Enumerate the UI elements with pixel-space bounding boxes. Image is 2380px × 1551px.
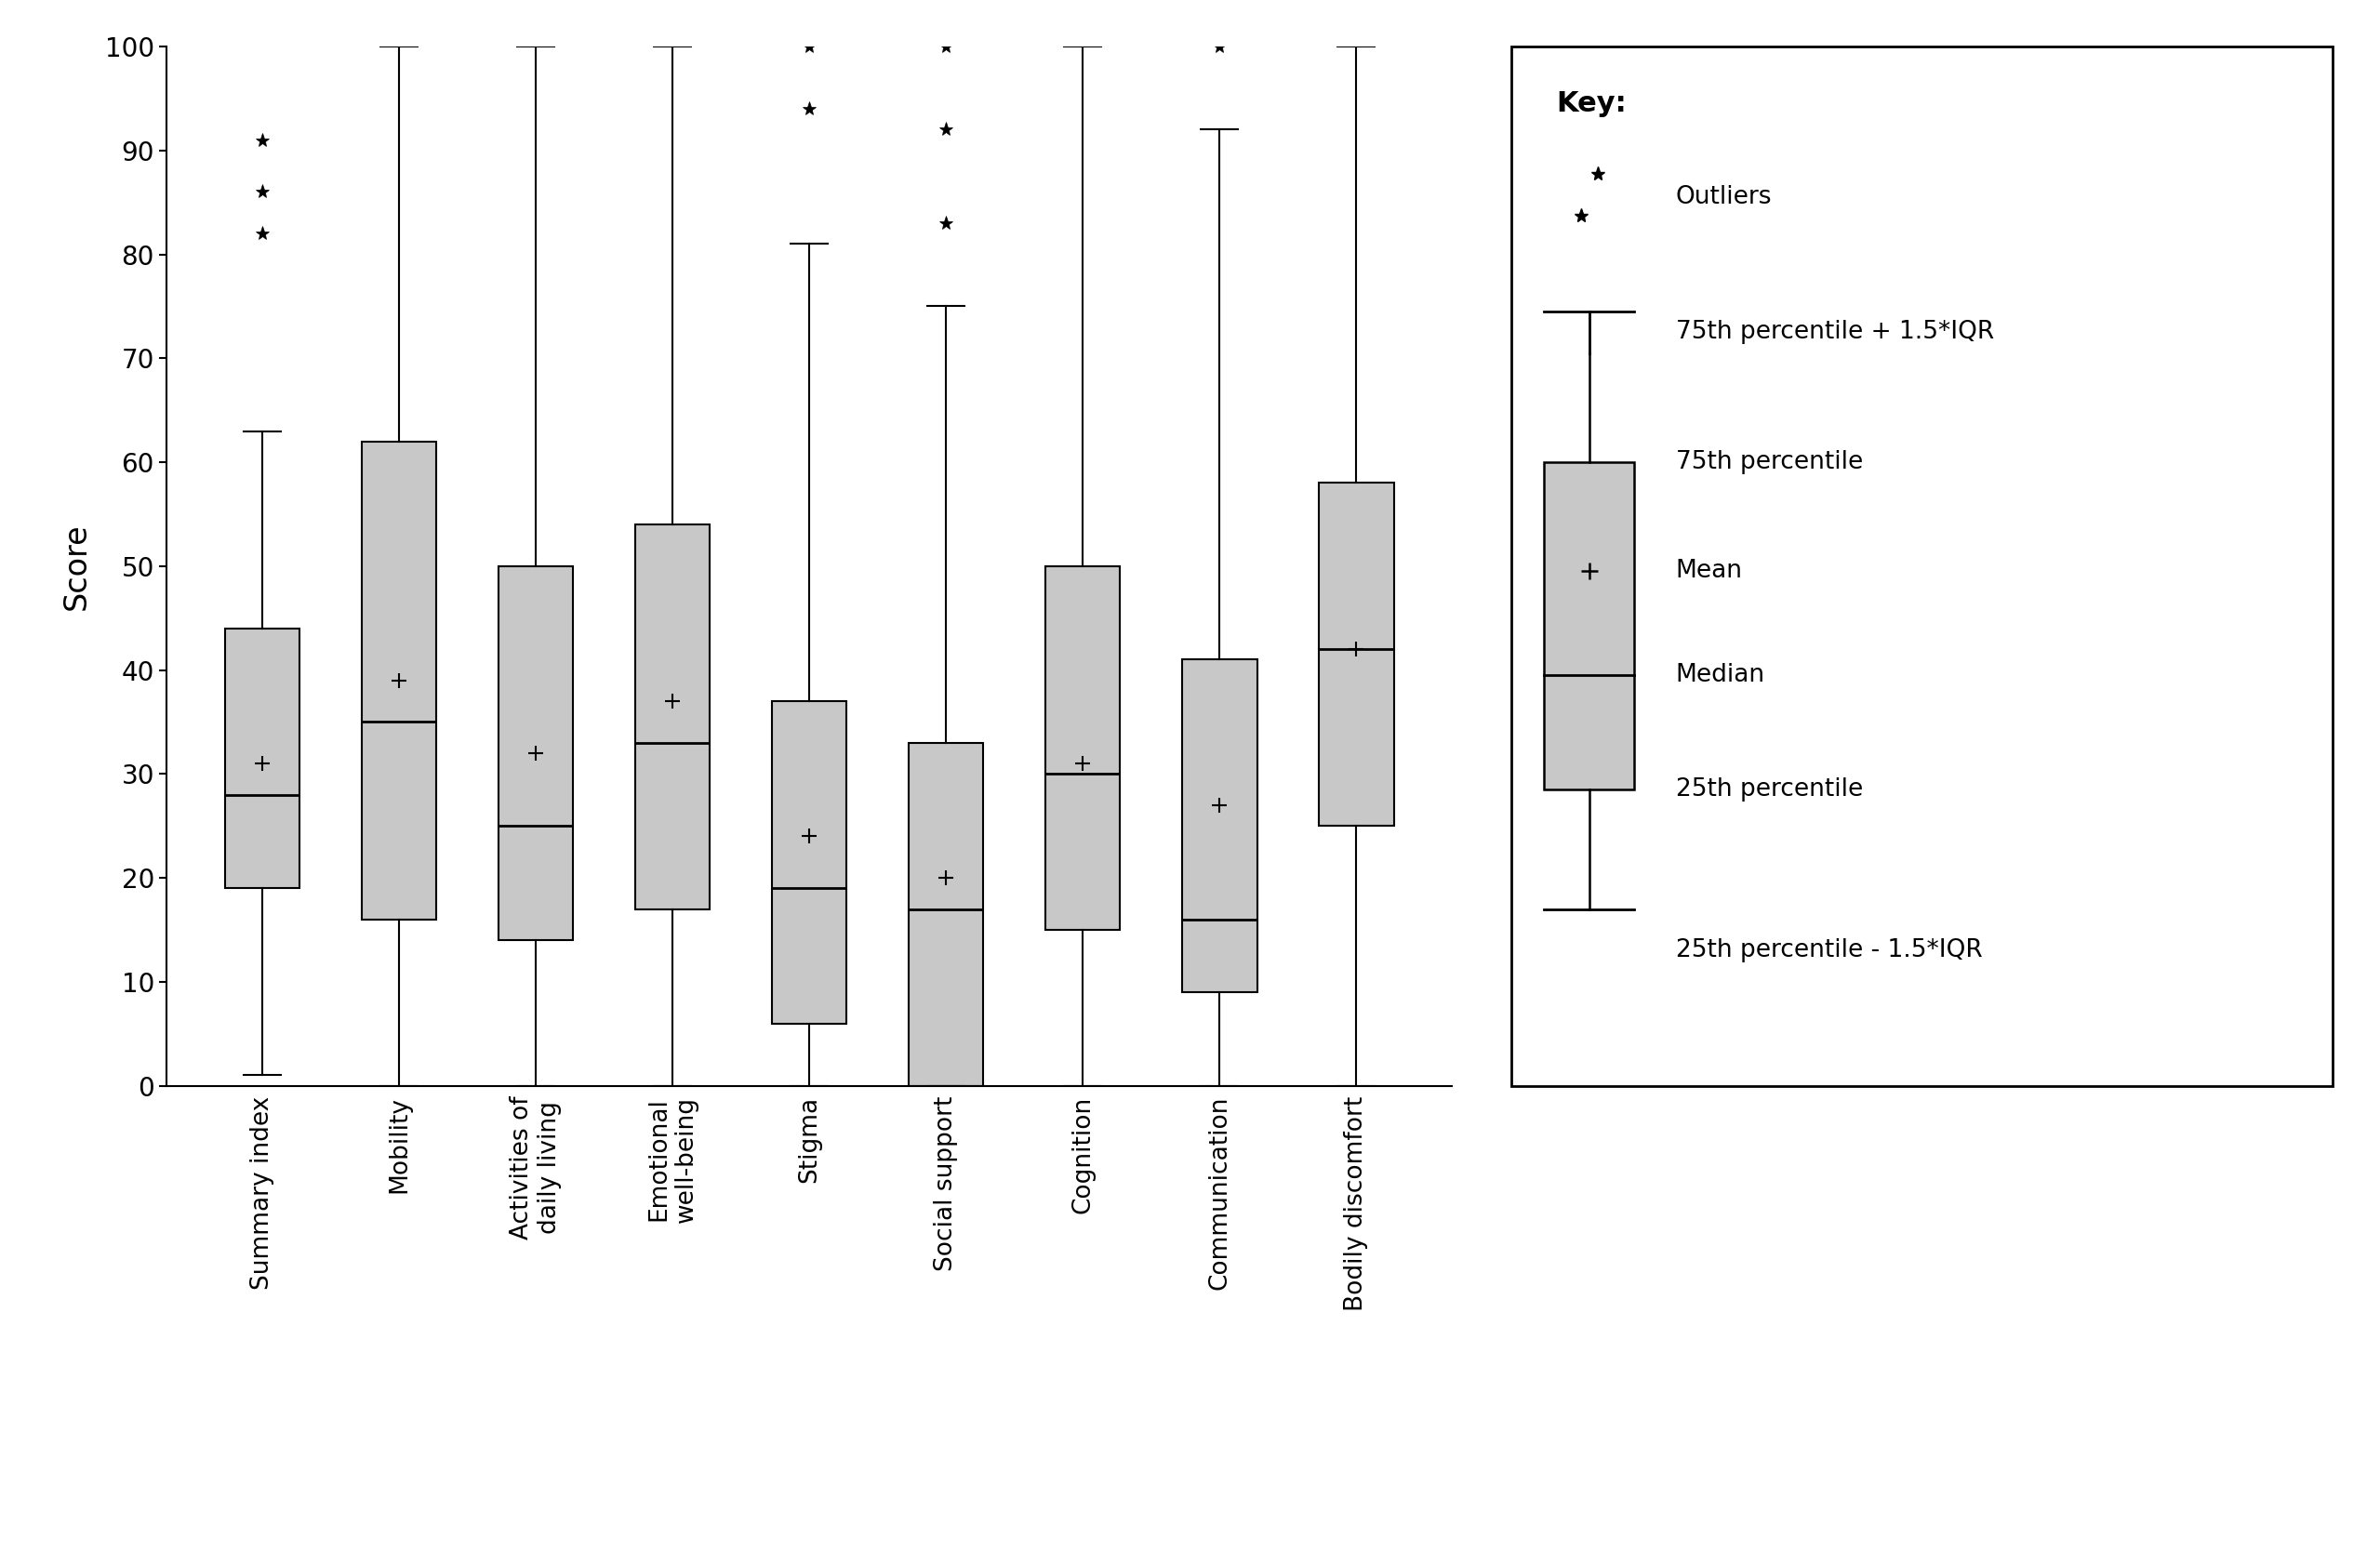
PathPatch shape — [635, 524, 709, 909]
Text: 25th percentile - 1.5*IQR: 25th percentile - 1.5*IQR — [1676, 938, 1983, 963]
PathPatch shape — [224, 628, 300, 889]
PathPatch shape — [771, 701, 847, 1024]
PathPatch shape — [362, 442, 436, 920]
Y-axis label: Score: Score — [62, 523, 93, 610]
PathPatch shape — [1319, 482, 1395, 825]
Text: 25th percentile: 25th percentile — [1676, 777, 1864, 802]
Text: Outliers: Outliers — [1676, 185, 1771, 209]
PathPatch shape — [1183, 659, 1257, 993]
Text: Mean: Mean — [1676, 560, 1742, 583]
Text: Median: Median — [1676, 664, 1766, 687]
PathPatch shape — [497, 566, 574, 940]
Bar — [1545, 462, 1635, 789]
Text: Key:: Key: — [1557, 90, 1628, 118]
PathPatch shape — [1045, 566, 1121, 929]
PathPatch shape — [909, 743, 983, 1086]
Text: 75th percentile: 75th percentile — [1676, 450, 1864, 475]
Text: 75th percentile + 1.5*IQR: 75th percentile + 1.5*IQR — [1676, 320, 1994, 344]
